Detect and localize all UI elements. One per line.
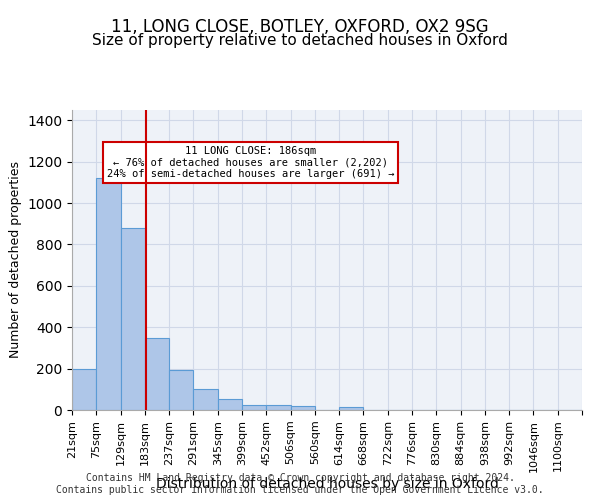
X-axis label: Distribution of detached houses by size in Oxford: Distribution of detached houses by size …	[155, 477, 499, 491]
Bar	[218, 399, 242, 410]
Text: Size of property relative to detached houses in Oxford: Size of property relative to detached ho…	[92, 32, 508, 48]
Text: 11 LONG CLOSE: 186sqm
← 76% of detached houses are smaller (2,202)
24% of semi-d: 11 LONG CLOSE: 186sqm ← 76% of detached …	[107, 146, 394, 179]
Bar	[339, 407, 364, 410]
Bar	[145, 338, 169, 410]
Bar	[290, 406, 315, 410]
Bar	[266, 406, 290, 410]
Bar	[96, 178, 121, 410]
Bar	[193, 390, 218, 410]
Bar	[169, 370, 193, 410]
Bar	[242, 406, 266, 410]
Bar	[72, 369, 96, 410]
Y-axis label: Number of detached properties: Number of detached properties	[8, 162, 22, 358]
Bar	[121, 228, 145, 410]
Text: 11, LONG CLOSE, BOTLEY, OXFORD, OX2 9SG: 11, LONG CLOSE, BOTLEY, OXFORD, OX2 9SG	[111, 18, 489, 36]
Text: Contains HM Land Registry data © Crown copyright and database right 2024.
Contai: Contains HM Land Registry data © Crown c…	[56, 474, 544, 495]
